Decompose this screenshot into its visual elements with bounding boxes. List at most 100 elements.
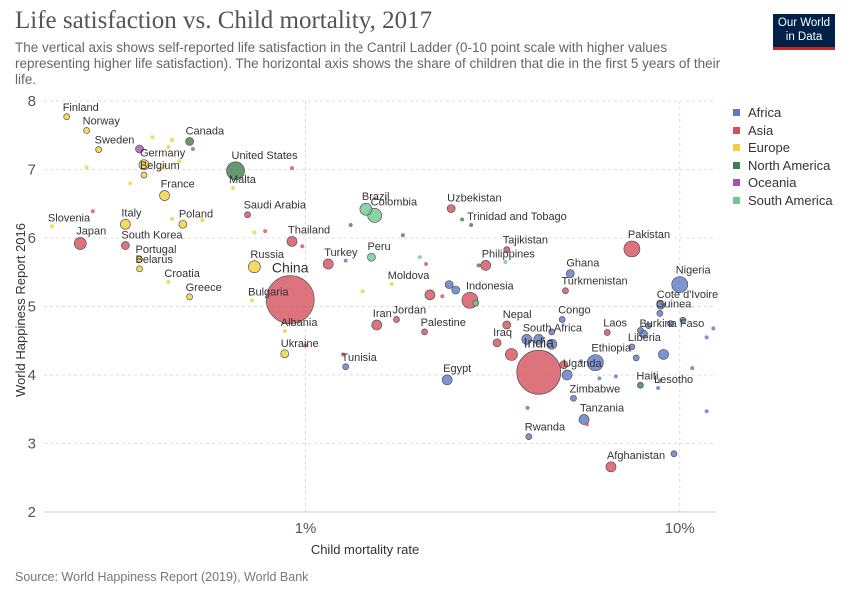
data-point[interactable] xyxy=(166,279,171,284)
data-point[interactable] xyxy=(562,287,569,295)
data-point[interactable] xyxy=(159,190,170,201)
data-point[interactable] xyxy=(136,265,143,273)
data-point[interactable] xyxy=(367,252,376,262)
data-point[interactable] xyxy=(525,405,530,410)
data-point[interactable] xyxy=(359,202,373,216)
data-point[interactable] xyxy=(95,146,103,153)
data-point[interactable] xyxy=(579,359,584,364)
data-point[interactable] xyxy=(637,327,644,334)
data-point[interactable] xyxy=(342,363,350,371)
data-point[interactable] xyxy=(502,320,512,330)
data-point[interactable] xyxy=(341,352,346,357)
data-point[interactable] xyxy=(83,127,90,134)
data-point[interactable] xyxy=(121,241,130,250)
data-point[interactable] xyxy=(322,258,334,270)
data-point[interactable] xyxy=(128,181,133,186)
data-point[interactable] xyxy=(704,335,709,340)
data-point[interactable] xyxy=(248,260,261,274)
data-point[interactable] xyxy=(565,269,575,278)
legend-item[interactable]: South America xyxy=(733,192,833,210)
legend-item[interactable]: Europe xyxy=(733,139,833,157)
data-point[interactable] xyxy=(303,343,308,348)
data-point[interactable] xyxy=(158,166,163,171)
data-point[interactable] xyxy=(613,374,618,379)
data-point[interactable] xyxy=(265,275,315,324)
data-point[interactable] xyxy=(424,262,429,267)
legend-item[interactable]: Asia xyxy=(733,122,833,140)
data-point[interactable] xyxy=(492,338,502,348)
data-point[interactable] xyxy=(252,230,257,235)
data-point[interactable] xyxy=(476,263,481,268)
data-point[interactable] xyxy=(282,329,287,334)
data-point[interactable] xyxy=(136,255,143,263)
data-point[interactable] xyxy=(250,298,255,303)
data-point[interactable] xyxy=(170,138,175,143)
data-point[interactable] xyxy=(286,236,298,247)
data-point[interactable] xyxy=(343,258,348,263)
data-point[interactable] xyxy=(446,204,456,213)
data-point[interactable] xyxy=(190,146,195,151)
data-point[interactable] xyxy=(444,280,454,289)
data-point[interactable] xyxy=(371,319,383,331)
data-point[interactable] xyxy=(690,366,695,371)
data-point[interactable] xyxy=(186,293,193,301)
data-point[interactable] xyxy=(49,224,54,229)
data-point[interactable] xyxy=(704,409,709,414)
data-point[interactable] xyxy=(185,137,194,146)
data-point[interactable] xyxy=(632,354,640,362)
data-point[interactable] xyxy=(558,316,566,323)
data-point[interactable] xyxy=(440,294,445,299)
data-point[interactable] xyxy=(263,229,268,234)
data-point[interactable] xyxy=(400,233,405,238)
legend-item[interactable]: Oceania xyxy=(733,174,833,192)
data-point[interactable] xyxy=(516,349,562,395)
data-point[interactable] xyxy=(360,289,365,294)
data-point[interactable] xyxy=(63,113,71,121)
data-point[interactable] xyxy=(657,378,662,383)
data-point[interactable] xyxy=(503,259,508,264)
data-point[interactable] xyxy=(231,185,236,190)
data-point[interactable] xyxy=(200,218,205,223)
data-point[interactable] xyxy=(421,328,428,336)
data-point[interactable] xyxy=(570,394,577,402)
data-point[interactable] xyxy=(90,209,95,214)
data-point[interactable] xyxy=(424,289,436,301)
data-point[interactable] xyxy=(525,433,533,440)
data-point[interactable] xyxy=(472,299,480,307)
data-point[interactable] xyxy=(289,166,294,171)
data-point[interactable] xyxy=(546,338,558,350)
data-point[interactable] xyxy=(120,218,131,230)
data-point[interactable] xyxy=(605,461,617,473)
data-point[interactable] xyxy=(603,329,611,336)
data-point[interactable] xyxy=(460,217,465,222)
data-point[interactable] xyxy=(393,316,400,323)
data-point[interactable] xyxy=(300,244,305,249)
data-point[interactable] xyxy=(561,369,573,381)
data-point[interactable] xyxy=(417,255,422,260)
data-point[interactable] xyxy=(280,349,290,359)
data-point[interactable] xyxy=(533,334,545,345)
data-point[interactable] xyxy=(480,260,492,271)
data-point[interactable] xyxy=(578,414,590,425)
data-point[interactable] xyxy=(441,374,453,386)
data-point[interactable] xyxy=(656,310,664,317)
data-point[interactable] xyxy=(389,281,394,286)
data-point[interactable] xyxy=(656,300,666,310)
data-point[interactable] xyxy=(140,171,148,179)
data-point[interactable] xyxy=(667,320,674,327)
data-point[interactable] xyxy=(656,386,661,391)
data-point[interactable] xyxy=(559,360,569,370)
data-point[interactable] xyxy=(177,159,182,164)
data-point[interactable] xyxy=(584,422,589,427)
owid-logo[interactable]: Our World in Data xyxy=(773,14,835,50)
data-point[interactable] xyxy=(521,334,533,345)
data-point[interactable] xyxy=(162,164,167,169)
data-point[interactable] xyxy=(150,135,155,140)
data-point[interactable] xyxy=(73,237,87,250)
data-point[interactable] xyxy=(469,222,474,227)
data-point[interactable] xyxy=(587,354,604,372)
data-point[interactable] xyxy=(166,144,171,149)
data-point[interactable] xyxy=(135,144,144,154)
data-point[interactable] xyxy=(178,219,188,229)
legend-item[interactable]: Africa xyxy=(733,104,833,122)
